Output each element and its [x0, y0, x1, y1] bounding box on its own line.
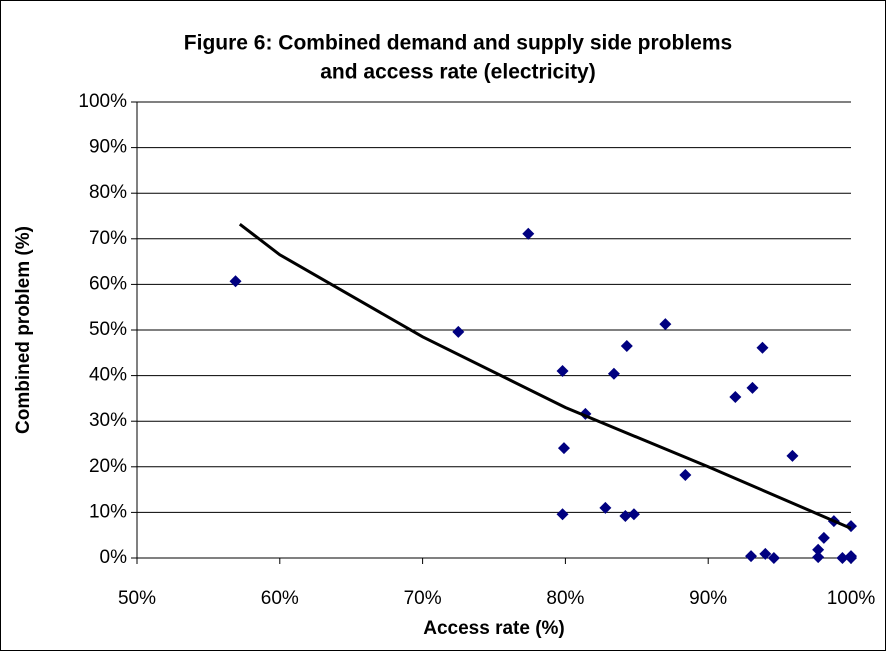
data-point — [759, 547, 772, 560]
data-point — [836, 552, 849, 564]
y-tick-label: 80% — [89, 182, 127, 203]
x-tick-label: 50% — [118, 588, 156, 609]
x-axis-title: Access rate (%) — [423, 618, 565, 639]
x-tick-label: 70% — [404, 588, 442, 609]
data-point — [599, 501, 612, 514]
y-axis-title: Combined problem (%) — [13, 226, 34, 434]
y-tick-label: 30% — [89, 410, 127, 431]
data-point — [729, 391, 742, 404]
y-tick-label: 50% — [89, 319, 127, 340]
y-tick-label: 100% — [78, 91, 127, 112]
y-tick-label: 90% — [89, 137, 127, 158]
data-point — [812, 543, 825, 556]
trendline — [238, 223, 852, 530]
data-point — [452, 325, 465, 338]
data-point — [229, 275, 242, 288]
data-point — [817, 531, 830, 544]
x-tick-label: 100% — [827, 588, 876, 609]
data-point — [845, 552, 857, 564]
data-point — [679, 469, 692, 482]
y-tick-label: 0% — [100, 547, 128, 568]
data-point — [556, 508, 569, 521]
data-point — [556, 365, 569, 378]
data-point — [620, 339, 633, 352]
data-point — [659, 318, 672, 331]
data-point — [607, 367, 620, 380]
data-point — [767, 552, 780, 564]
y-tick-label: 10% — [89, 501, 127, 522]
data-point — [745, 550, 758, 563]
chart-title: Figure 6: Combined demand and supply sid… — [184, 32, 732, 55]
chart-title: and access rate (electricity) — [320, 61, 595, 84]
y-tick-label: 70% — [89, 228, 127, 249]
data-point — [557, 442, 570, 455]
data-point — [812, 551, 825, 564]
data-point — [522, 227, 535, 240]
data-point — [786, 449, 799, 462]
x-tick-label: 90% — [689, 588, 727, 609]
data-point — [627, 508, 640, 521]
y-tick-label: 40% — [89, 365, 127, 386]
data-point — [756, 341, 769, 354]
data-point — [746, 381, 759, 394]
x-tick-label: 80% — [546, 588, 584, 609]
y-tick-label: 20% — [89, 456, 127, 477]
x-tick-label: 60% — [261, 588, 299, 609]
data-point — [845, 520, 857, 533]
y-tick-label: 60% — [89, 273, 127, 294]
data-point — [619, 510, 632, 523]
